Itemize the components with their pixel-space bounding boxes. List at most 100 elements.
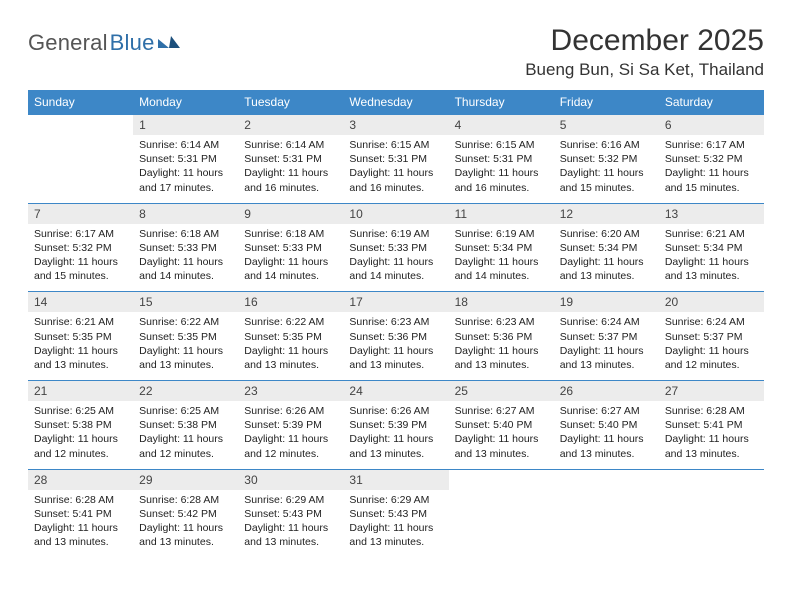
day-info-line: Daylight: 11 hours bbox=[349, 521, 442, 535]
day-info-line: and 13 minutes. bbox=[455, 358, 548, 372]
day-info-line: Daylight: 11 hours bbox=[244, 432, 337, 446]
day-data-cell: Sunrise: 6:24 AMSunset: 5:37 PMDaylight:… bbox=[554, 312, 659, 380]
day-number-cell: 24 bbox=[343, 381, 448, 402]
calendar-daynum-row: 123456 bbox=[28, 115, 764, 136]
day-info-line: Sunrise: 6:14 AM bbox=[244, 138, 337, 152]
day-info-line: Sunset: 5:31 PM bbox=[349, 152, 442, 166]
calendar-body: 123456Sunrise: 6:14 AMSunset: 5:31 PMDay… bbox=[28, 115, 764, 558]
day-data-cell: Sunrise: 6:14 AMSunset: 5:31 PMDaylight:… bbox=[238, 135, 343, 203]
weekday-header: Sunday bbox=[28, 90, 133, 115]
day-info-line: Sunset: 5:38 PM bbox=[34, 418, 127, 432]
day-info-line: Sunset: 5:35 PM bbox=[34, 330, 127, 344]
day-number-cell: 16 bbox=[238, 292, 343, 313]
calendar-data-row: Sunrise: 6:17 AMSunset: 5:32 PMDaylight:… bbox=[28, 224, 764, 292]
day-number-cell bbox=[28, 115, 133, 136]
day-info-line: Sunset: 5:34 PM bbox=[560, 241, 653, 255]
day-info-line: and 13 minutes. bbox=[349, 447, 442, 461]
day-number-cell: 26 bbox=[554, 381, 659, 402]
day-info-line: and 15 minutes. bbox=[34, 269, 127, 283]
day-info-line: Sunset: 5:31 PM bbox=[455, 152, 548, 166]
day-info-line: Sunrise: 6:24 AM bbox=[665, 315, 758, 329]
weekday-header: Monday bbox=[133, 90, 238, 115]
day-number-cell: 1 bbox=[133, 115, 238, 136]
day-info-line: Daylight: 11 hours bbox=[34, 521, 127, 535]
day-number-cell: 6 bbox=[659, 115, 764, 136]
day-number-cell: 28 bbox=[28, 469, 133, 490]
day-info-line: Sunrise: 6:20 AM bbox=[560, 227, 653, 241]
day-info-line: Sunset: 5:32 PM bbox=[560, 152, 653, 166]
day-data-cell: Sunrise: 6:28 AMSunset: 5:42 PMDaylight:… bbox=[133, 490, 238, 558]
calendar-data-row: Sunrise: 6:28 AMSunset: 5:41 PMDaylight:… bbox=[28, 490, 764, 558]
day-number-cell: 4 bbox=[449, 115, 554, 136]
day-number-cell: 19 bbox=[554, 292, 659, 313]
weekday-header: Thursday bbox=[449, 90, 554, 115]
day-number-cell: 14 bbox=[28, 292, 133, 313]
day-info-line: Sunset: 5:37 PM bbox=[560, 330, 653, 344]
day-info-line: Daylight: 11 hours bbox=[139, 432, 232, 446]
day-data-cell: Sunrise: 6:25 AMSunset: 5:38 PMDaylight:… bbox=[28, 401, 133, 469]
day-info-line: Daylight: 11 hours bbox=[665, 255, 758, 269]
day-info-line: Sunrise: 6:19 AM bbox=[349, 227, 442, 241]
month-title: December 2025 bbox=[525, 24, 764, 58]
day-info-line: Sunset: 5:36 PM bbox=[349, 330, 442, 344]
day-info-line: Daylight: 11 hours bbox=[349, 432, 442, 446]
day-info-line: and 13 minutes. bbox=[34, 535, 127, 549]
day-info-line: Daylight: 11 hours bbox=[665, 344, 758, 358]
day-info-line: Sunset: 5:43 PM bbox=[244, 507, 337, 521]
weekday-header: Wednesday bbox=[343, 90, 448, 115]
day-info-line: Sunrise: 6:27 AM bbox=[560, 404, 653, 418]
day-info-line: and 13 minutes. bbox=[244, 535, 337, 549]
day-info-line: Sunset: 5:31 PM bbox=[244, 152, 337, 166]
day-number-cell: 17 bbox=[343, 292, 448, 313]
day-number-cell: 5 bbox=[554, 115, 659, 136]
day-info-line: Daylight: 11 hours bbox=[34, 255, 127, 269]
day-info-line: Daylight: 11 hours bbox=[665, 166, 758, 180]
day-info-line: and 13 minutes. bbox=[560, 447, 653, 461]
day-data-cell: Sunrise: 6:19 AMSunset: 5:34 PMDaylight:… bbox=[449, 224, 554, 292]
day-info-line: Daylight: 11 hours bbox=[560, 166, 653, 180]
day-data-cell: Sunrise: 6:15 AMSunset: 5:31 PMDaylight:… bbox=[343, 135, 448, 203]
calendar-page: GeneralBlue December 2025 Bueng Bun, Si … bbox=[0, 0, 792, 557]
day-data-cell: Sunrise: 6:27 AMSunset: 5:40 PMDaylight:… bbox=[554, 401, 659, 469]
day-data-cell: Sunrise: 6:21 AMSunset: 5:34 PMDaylight:… bbox=[659, 224, 764, 292]
day-info-line: Sunset: 5:34 PM bbox=[665, 241, 758, 255]
day-data-cell: Sunrise: 6:14 AMSunset: 5:31 PMDaylight:… bbox=[133, 135, 238, 203]
day-info-line: Sunrise: 6:25 AM bbox=[139, 404, 232, 418]
day-info-line: Daylight: 11 hours bbox=[560, 255, 653, 269]
day-data-cell: Sunrise: 6:16 AMSunset: 5:32 PMDaylight:… bbox=[554, 135, 659, 203]
day-info-line: Daylight: 11 hours bbox=[349, 166, 442, 180]
location-subtitle: Bueng Bun, Si Sa Ket, Thailand bbox=[525, 60, 764, 80]
day-number-cell bbox=[554, 469, 659, 490]
day-info-line: Daylight: 11 hours bbox=[349, 344, 442, 358]
day-data-cell: Sunrise: 6:28 AMSunset: 5:41 PMDaylight:… bbox=[28, 490, 133, 558]
day-number-cell: 29 bbox=[133, 469, 238, 490]
day-info-line: Daylight: 11 hours bbox=[244, 344, 337, 358]
day-number-cell: 11 bbox=[449, 203, 554, 224]
day-info-line: and 13 minutes. bbox=[34, 358, 127, 372]
day-number-cell: 7 bbox=[28, 203, 133, 224]
day-info-line: Sunrise: 6:16 AM bbox=[560, 138, 653, 152]
day-info-line: Daylight: 11 hours bbox=[560, 344, 653, 358]
day-info-line: and 13 minutes. bbox=[665, 269, 758, 283]
day-info-line: Sunset: 5:40 PM bbox=[455, 418, 548, 432]
day-info-line: Daylight: 11 hours bbox=[244, 521, 337, 535]
day-info-line: Sunset: 5:39 PM bbox=[349, 418, 442, 432]
day-data-cell: Sunrise: 6:25 AMSunset: 5:38 PMDaylight:… bbox=[133, 401, 238, 469]
day-info-line: Sunrise: 6:29 AM bbox=[244, 493, 337, 507]
day-info-line: Sunset: 5:31 PM bbox=[139, 152, 232, 166]
day-data-cell: Sunrise: 6:28 AMSunset: 5:41 PMDaylight:… bbox=[659, 401, 764, 469]
day-data-cell: Sunrise: 6:23 AMSunset: 5:36 PMDaylight:… bbox=[343, 312, 448, 380]
day-info-line: Daylight: 11 hours bbox=[455, 432, 548, 446]
day-number-cell: 27 bbox=[659, 381, 764, 402]
day-info-line: and 13 minutes. bbox=[139, 358, 232, 372]
day-info-line: Sunset: 5:41 PM bbox=[34, 507, 127, 521]
day-data-cell: Sunrise: 6:22 AMSunset: 5:35 PMDaylight:… bbox=[133, 312, 238, 380]
day-info-line: Sunset: 5:35 PM bbox=[244, 330, 337, 344]
day-data-cell: Sunrise: 6:19 AMSunset: 5:33 PMDaylight:… bbox=[343, 224, 448, 292]
day-info-line: and 13 minutes. bbox=[455, 447, 548, 461]
day-number-cell bbox=[449, 469, 554, 490]
calendar-daynum-row: 28293031 bbox=[28, 469, 764, 490]
day-info-line: Sunset: 5:37 PM bbox=[665, 330, 758, 344]
day-info-line: Sunset: 5:36 PM bbox=[455, 330, 548, 344]
calendar-weekday-header: Sunday Monday Tuesday Wednesday Thursday… bbox=[28, 90, 764, 115]
